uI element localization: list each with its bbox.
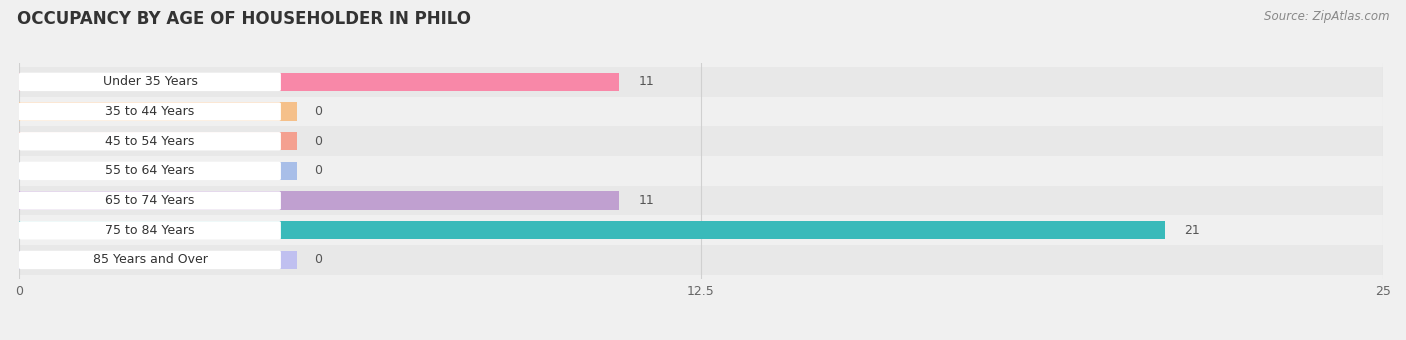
FancyBboxPatch shape bbox=[20, 251, 281, 269]
Bar bbox=[20, 102, 297, 121]
FancyBboxPatch shape bbox=[20, 221, 281, 239]
FancyBboxPatch shape bbox=[20, 102, 281, 121]
Text: Source: ZipAtlas.com: Source: ZipAtlas.com bbox=[1264, 10, 1389, 23]
Bar bbox=[20, 245, 1384, 275]
Bar bbox=[20, 156, 1384, 186]
FancyBboxPatch shape bbox=[20, 73, 281, 91]
Bar bbox=[20, 97, 1384, 126]
Bar bbox=[20, 251, 297, 269]
Bar bbox=[20, 216, 1384, 245]
Bar bbox=[20, 126, 1384, 156]
FancyBboxPatch shape bbox=[20, 132, 281, 150]
Bar bbox=[20, 162, 297, 180]
Text: 65 to 74 Years: 65 to 74 Years bbox=[105, 194, 194, 207]
FancyBboxPatch shape bbox=[20, 162, 281, 180]
Text: 75 to 84 Years: 75 to 84 Years bbox=[105, 224, 194, 237]
Text: 85 Years and Over: 85 Years and Over bbox=[93, 253, 208, 267]
Bar bbox=[20, 191, 619, 210]
Text: 21: 21 bbox=[1184, 224, 1199, 237]
Text: 0: 0 bbox=[314, 253, 322, 267]
Text: 0: 0 bbox=[314, 135, 322, 148]
Text: 11: 11 bbox=[638, 75, 654, 88]
Text: OCCUPANCY BY AGE OF HOUSEHOLDER IN PHILO: OCCUPANCY BY AGE OF HOUSEHOLDER IN PHILO bbox=[17, 10, 471, 28]
Text: 55 to 64 Years: 55 to 64 Years bbox=[105, 165, 194, 177]
Text: Under 35 Years: Under 35 Years bbox=[103, 75, 197, 88]
Bar bbox=[20, 67, 1384, 97]
Text: 0: 0 bbox=[314, 105, 322, 118]
FancyBboxPatch shape bbox=[20, 191, 281, 210]
Text: 45 to 54 Years: 45 to 54 Years bbox=[105, 135, 194, 148]
Bar bbox=[20, 73, 619, 91]
Text: 0: 0 bbox=[314, 165, 322, 177]
Bar bbox=[20, 186, 1384, 216]
Text: 35 to 44 Years: 35 to 44 Years bbox=[105, 105, 194, 118]
Text: 11: 11 bbox=[638, 194, 654, 207]
Bar bbox=[20, 221, 1164, 239]
Bar bbox=[20, 132, 297, 150]
